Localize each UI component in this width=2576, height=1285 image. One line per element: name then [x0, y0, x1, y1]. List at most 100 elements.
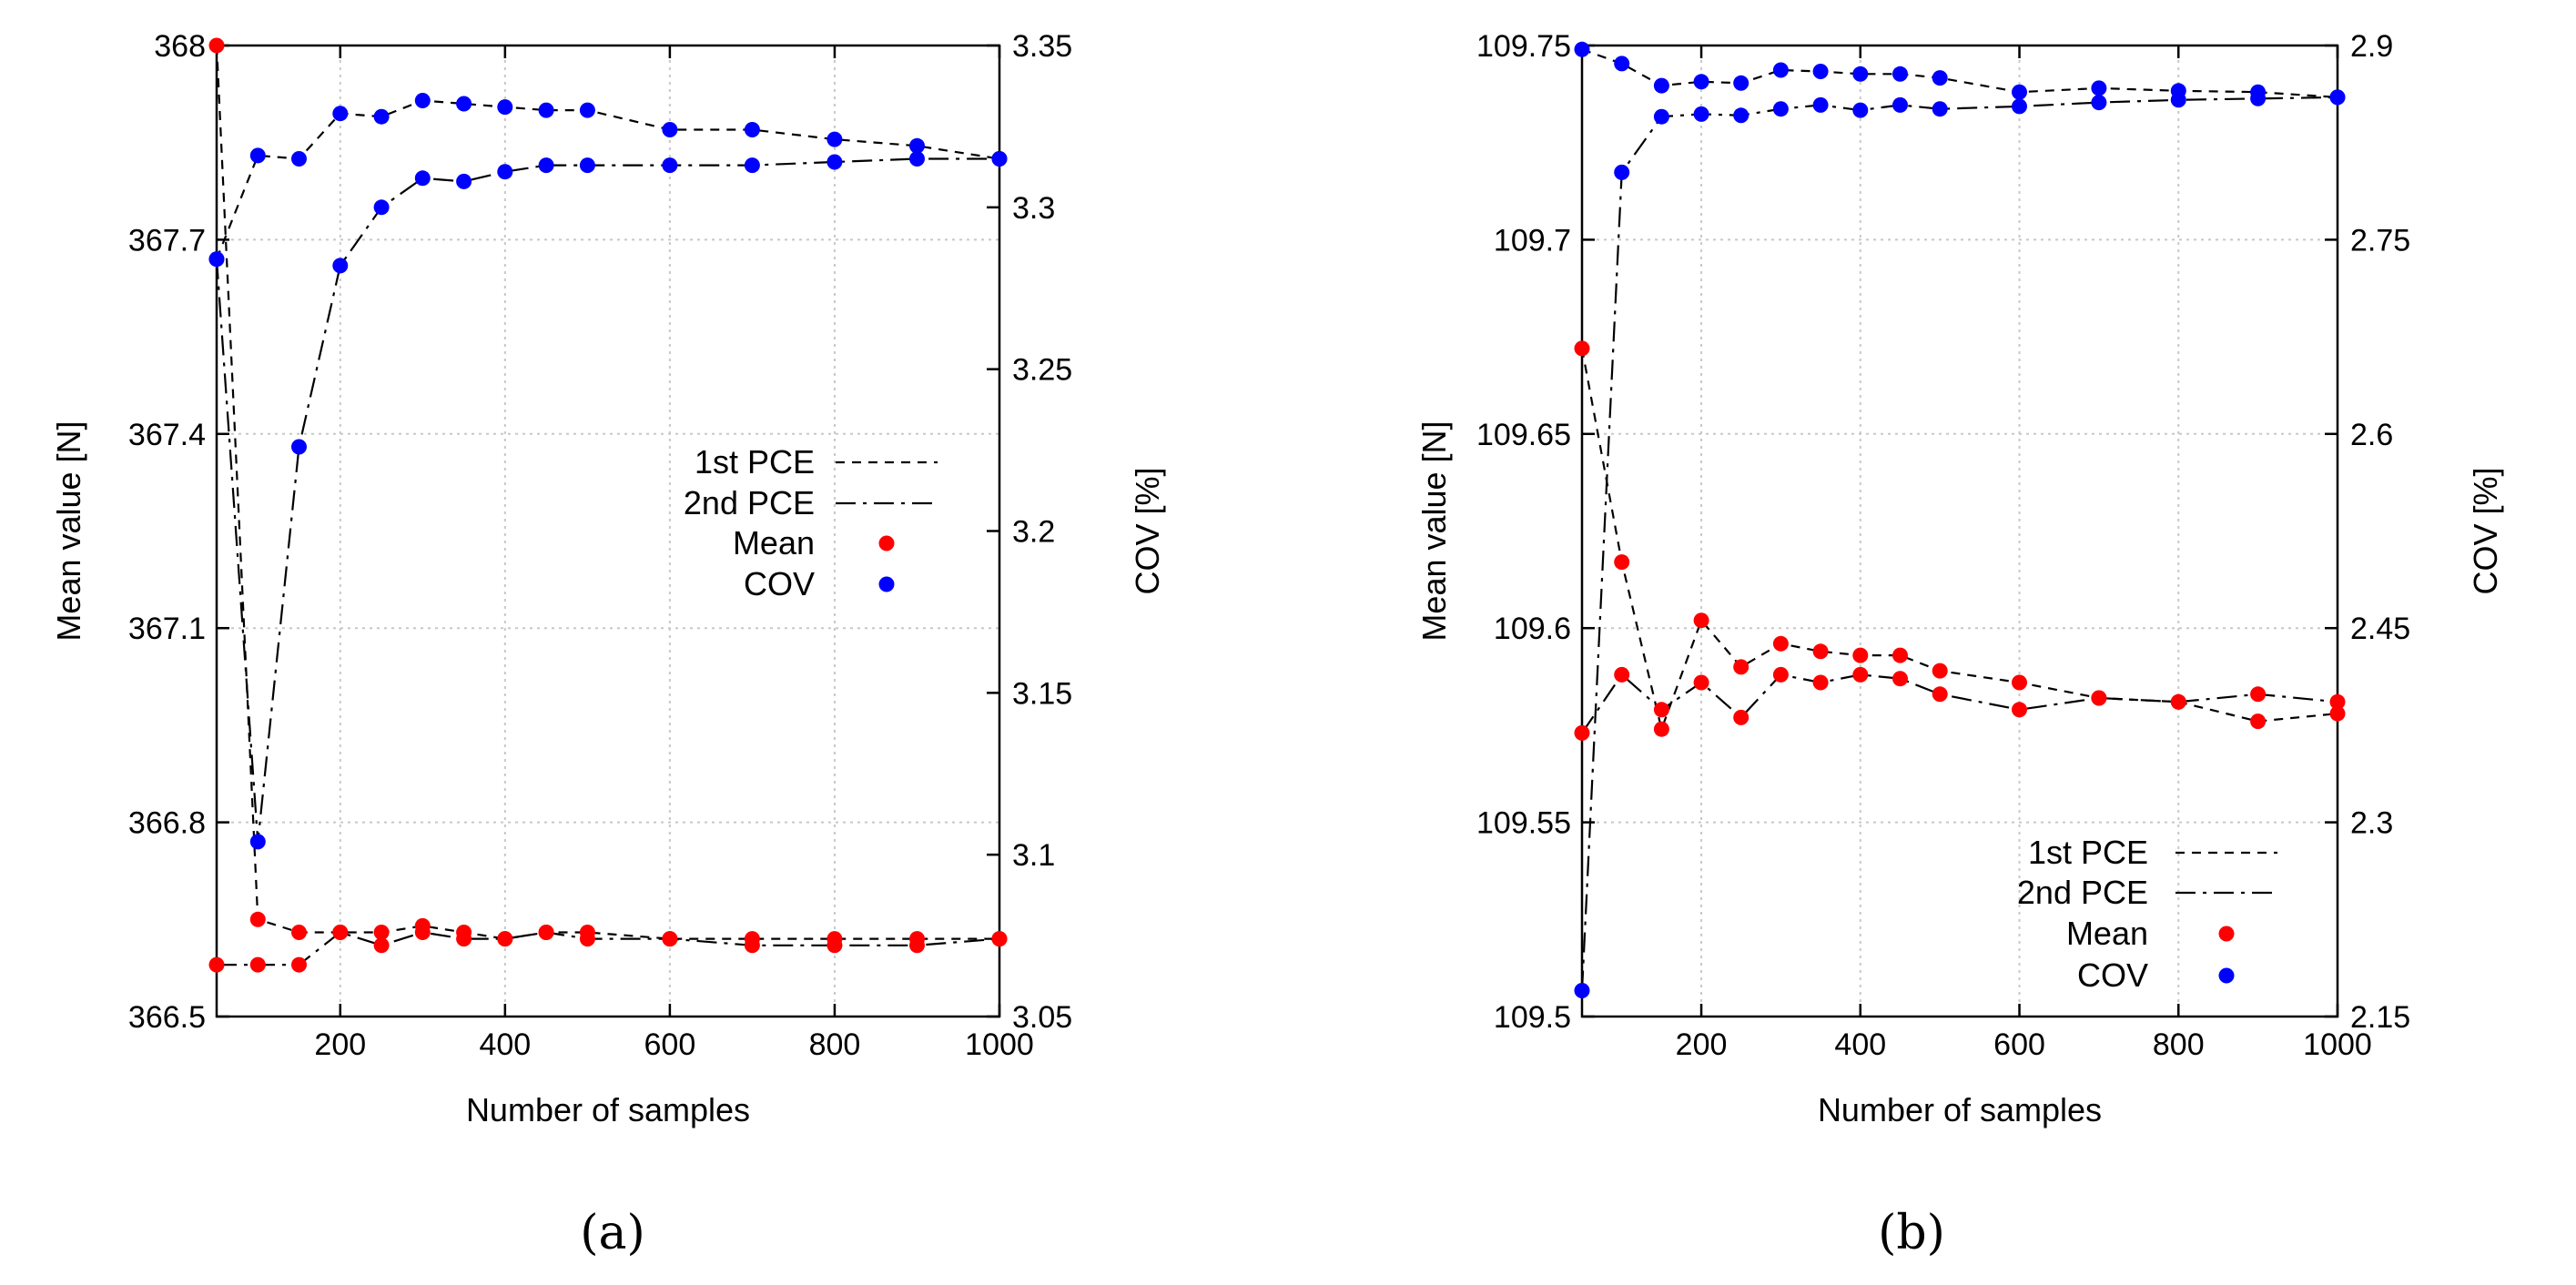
y-left-tick-label: 109.7	[1494, 223, 1571, 258]
data-point-cov-2nd-pce	[744, 157, 760, 174]
data-point-mean-2nd-pce	[1812, 674, 1829, 691]
series-line-cov-2nd-pce	[217, 157, 999, 843]
x-tick-label: 400	[1834, 1027, 1886, 1062]
x-tick-label: 800	[809, 1027, 861, 1062]
data-point-cov-2nd-pce	[827, 154, 843, 170]
data-point-cov-1st-pce	[249, 147, 266, 164]
y-left-axis-label: Mean value [N]	[1415, 420, 1453, 641]
data-point-mean-1st-pce	[1733, 659, 1749, 675]
data-point-cov-1st-pce	[1614, 56, 1630, 72]
data-point-cov-1st-pce	[579, 102, 595, 118]
data-point-cov-2nd-pce	[1852, 102, 1869, 118]
y-right-tick-label: 2.45	[2350, 612, 2410, 646]
y-left-tick-label: 109.75	[1476, 29, 1571, 64]
legend-label: COV	[744, 565, 815, 602]
data-point-mean-2nd-pce	[373, 937, 390, 954]
y-left-axis-label: Mean value [N]	[50, 420, 87, 641]
data-point-cov-1st-pce	[456, 96, 472, 112]
data-point-cov-1st-pce	[827, 131, 843, 147]
data-point-mean-1st-pce	[1693, 612, 1709, 629]
data-point-cov-1st-pce	[2012, 84, 2027, 100]
data-point-mean-2nd-pce	[579, 931, 595, 947]
y-right-axis-label: COV [%]	[2467, 467, 2504, 594]
x-tick-label: 200	[1676, 1027, 1728, 1062]
y-left-tick-label: 366.8	[128, 806, 206, 841]
legend-label: Mean	[733, 524, 815, 562]
x-axis-label: Number of samples	[1818, 1091, 2102, 1128]
data-point-cov-2nd-pce	[456, 173, 472, 189]
data-point-mean-2nd-pce	[1892, 671, 1908, 687]
data-point-mean-2nd-pce	[332, 925, 349, 940]
data-point-cov-2nd-pce	[2250, 90, 2267, 106]
y-left-tick-label: 366.5	[128, 1000, 206, 1035]
legend-label: Mean	[2066, 915, 2148, 952]
x-tick-label: 400	[479, 1027, 531, 1062]
data-point-cov-1st-pce	[2091, 80, 2107, 96]
legend-label: 2nd PCE	[2017, 874, 2148, 911]
data-point-mean-2nd-pce	[991, 931, 1008, 947]
data-point-cov-1st-pce	[1733, 75, 1749, 91]
data-point-cov-2nd-pce	[2329, 89, 2346, 106]
y-right-tick-label: 3.35	[1012, 29, 1072, 64]
series-line-mean-1st-pce	[217, 46, 999, 940]
data-point-cov-1st-pce	[497, 99, 513, 116]
y-right-tick-label: 2.15	[2350, 1000, 2410, 1035]
data-point-mean-2nd-pce	[414, 925, 431, 940]
y-right-tick-label: 2.9	[2350, 29, 2393, 64]
legend-marker	[878, 576, 895, 592]
data-point-mean-2nd-pce	[909, 937, 925, 954]
data-point-mean-2nd-pce	[827, 937, 843, 954]
data-point-mean-2nd-pce	[1733, 709, 1749, 725]
legend-label: 1st PCE	[2028, 834, 2148, 871]
data-point-cov-2nd-pce	[497, 164, 513, 180]
data-point-cov-1st-pce	[1574, 41, 1590, 57]
legend-marker	[2218, 967, 2235, 984]
data-point-cov-2nd-pce	[1653, 108, 1669, 125]
data-point-cov-2nd-pce	[2170, 92, 2186, 108]
data-point-mean-2nd-pce	[2329, 693, 2346, 710]
y-right-tick-label: 3.2	[1012, 515, 1055, 550]
x-tick-label: 600	[644, 1027, 696, 1062]
data-point-cov-2nd-pce	[1812, 96, 1829, 113]
data-point-cov-1st-pce	[1932, 70, 1948, 86]
data-point-mean-2nd-pce	[1852, 666, 1869, 683]
data-point-cov-1st-pce	[1772, 62, 1789, 78]
y-left-tick-label: 367.7	[128, 223, 206, 258]
data-point-mean-1st-pce	[291, 925, 307, 940]
y-left-tick-label: 109.65	[1476, 418, 1571, 452]
series-line-cov-1st-pce	[1582, 48, 2338, 98]
y-right-tick-label: 3.3	[1012, 191, 1055, 226]
y-right-axis-label: COV [%]	[1129, 467, 1166, 594]
data-point-cov-2nd-pce	[1892, 96, 1908, 113]
data-point-cov-2nd-pce	[1932, 101, 1948, 117]
data-point-mean-2nd-pce	[1614, 666, 1630, 683]
data-point-cov-2nd-pce	[991, 151, 1008, 167]
data-point-cov-2nd-pce	[1733, 107, 1749, 124]
y-right-tick-label: 3.05	[1012, 1000, 1072, 1035]
data-point-mean-1st-pce	[2012, 674, 2027, 691]
data-point-mean-1st-pce	[208, 37, 225, 54]
x-tick-label: 200	[314, 1027, 366, 1062]
legend-marker	[2218, 926, 2235, 942]
data-point-cov-2nd-pce	[291, 439, 307, 455]
x-axis-label: Number of samples	[466, 1091, 750, 1128]
data-point-cov-2nd-pce	[249, 834, 266, 850]
data-point-cov-2nd-pce	[414, 170, 431, 187]
y-left-tick-label: 109.5	[1494, 1000, 1571, 1035]
data-point-mean-1st-pce	[1614, 554, 1630, 571]
data-point-cov-1st-pce	[332, 106, 349, 122]
chart-panel-a: 200 400 600 800 1000 366.5 366.8 367.1 367.4 367.…	[50, 29, 1166, 1260]
data-point-mean-2nd-pce	[208, 956, 225, 973]
legend-label: 2nd PCE	[684, 484, 815, 521]
panel-caption: (a)	[580, 1206, 645, 1260]
data-point-cov-2nd-pce	[2012, 98, 2027, 115]
y-right-tick-label: 2.3	[2350, 806, 2393, 841]
data-point-cov-2nd-pce	[1772, 101, 1789, 117]
data-point-cov-2nd-pce	[1614, 164, 1630, 180]
data-point-mean-1st-pce	[2329, 705, 2346, 722]
data-point-cov-1st-pce	[662, 122, 678, 137]
data-point-mean-2nd-pce	[538, 925, 554, 940]
